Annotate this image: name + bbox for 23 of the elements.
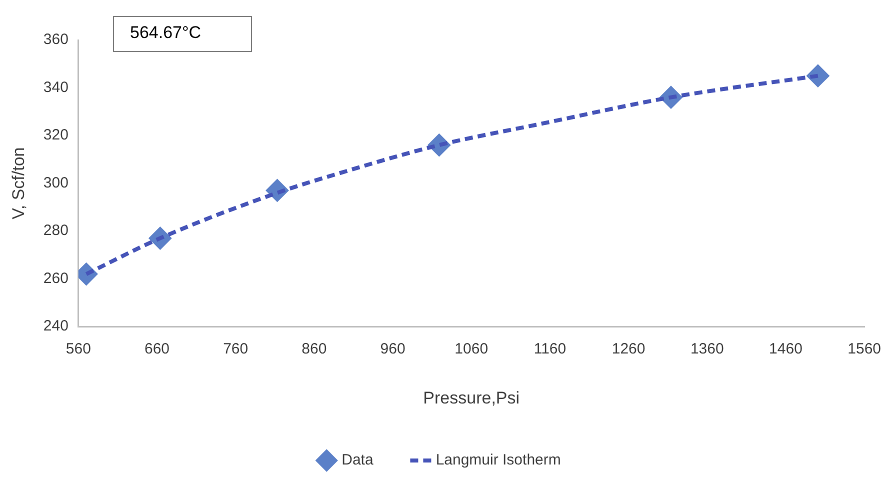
x-tick-label: 1260	[612, 340, 646, 358]
x-axis-title: Pressure,Psi	[423, 388, 520, 408]
x-tick-label: 1360	[690, 340, 724, 358]
x-tick-label: 860	[302, 340, 327, 358]
x-tick-label: 1460	[769, 340, 802, 358]
x-tick-label: 760	[223, 340, 248, 358]
legend-label: Data	[342, 452, 374, 469]
y-tick-label: 360	[43, 31, 68, 48]
y-tick-label: 280	[43, 222, 68, 240]
y-tick-label: 240	[43, 318, 68, 335]
legend-label: Langmuir Isotherm	[436, 452, 561, 469]
y-tick-label: 300	[43, 174, 68, 192]
y-tick-label: 340	[43, 78, 68, 96]
y-tick-label: 260	[43, 270, 68, 287]
y-axis-title: V, Scf/ton	[8, 147, 28, 220]
x-tick-label: 960	[380, 340, 406, 358]
x-tick-label: 1060	[454, 340, 488, 358]
x-tick-label: 1160	[534, 340, 566, 358]
x-tick-label: 1560	[848, 340, 882, 358]
annotation: 564.67°C	[113, 16, 252, 52]
y-tick-label: 320	[43, 126, 68, 144]
x-tick-label: 660	[144, 340, 170, 358]
x-tick-label: 560	[66, 340, 91, 358]
